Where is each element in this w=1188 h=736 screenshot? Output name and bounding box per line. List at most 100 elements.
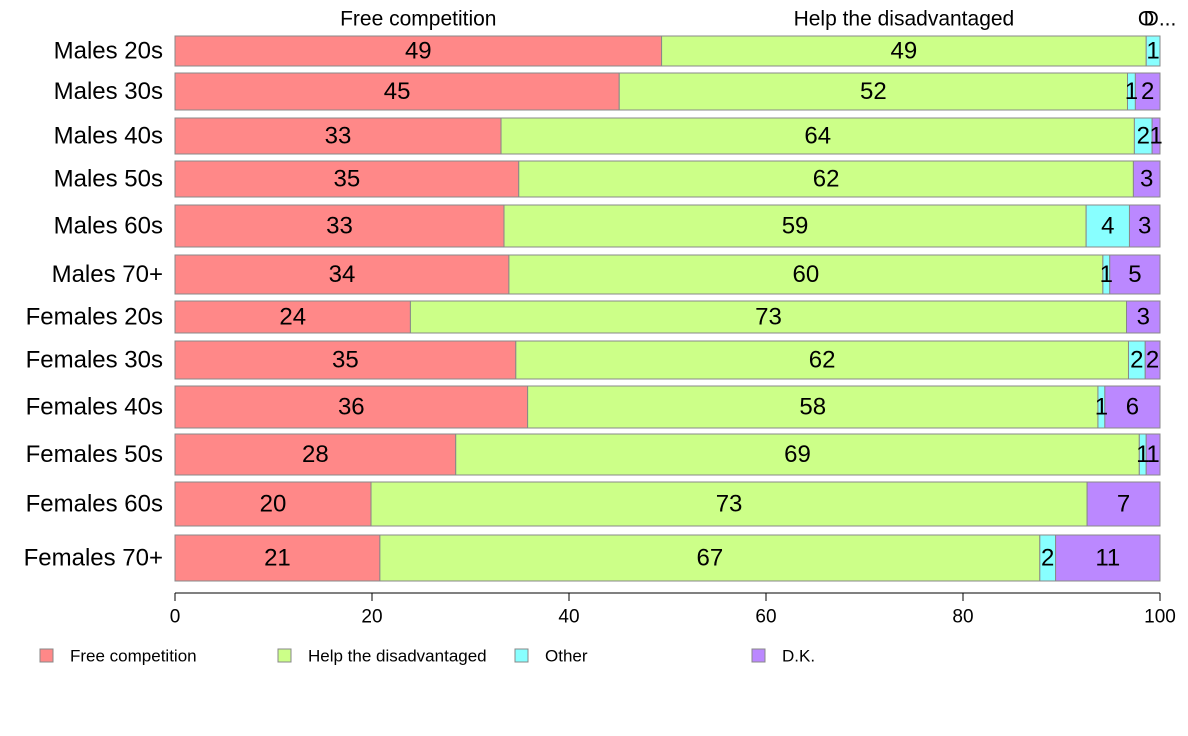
top-labels: Free competition Help the disadvantaged OD… <box>340 8 1176 31</box>
category-label: Females 60s <box>26 491 163 518</box>
data-label: 6 <box>1126 394 1139 421</box>
bar-segment <box>508 254 1104 295</box>
bar-segment <box>1145 35 1161 67</box>
data-label: 2 <box>1130 347 1143 374</box>
bar-segment <box>1128 204 1161 248</box>
data-label: 28 <box>302 441 329 468</box>
bar-segment <box>370 481 1088 527</box>
legend-label: Free competition <box>70 647 197 666</box>
data-label: 1 <box>1146 441 1159 468</box>
bar-segment <box>661 35 1147 67</box>
category-labels: Males 20s Males 30s Males 40s Males 50s Male… <box>24 38 163 572</box>
x-tick-label: 40 <box>558 607 579 628</box>
bar-segment <box>1085 204 1130 248</box>
data-label: 45 <box>384 78 411 105</box>
bar-segment <box>1104 385 1161 429</box>
bar-segment <box>618 72 1128 111</box>
top-series-label: Free competition <box>340 8 496 31</box>
data-label: 2 <box>1041 545 1054 572</box>
data-label: 52 <box>860 78 887 105</box>
bar-segment <box>1132 160 1161 198</box>
data-label: 59 <box>782 213 809 240</box>
legend-swatch <box>39 648 54 663</box>
data-label: 36 <box>338 394 365 421</box>
top-series-label: D... <box>1144 8 1177 31</box>
bar-segment <box>455 433 1140 476</box>
data-label: 20 <box>260 491 287 518</box>
category-label: Males 20s <box>54 38 163 65</box>
data-label: 67 <box>697 545 724 572</box>
data-label: 62 <box>809 347 836 374</box>
bar-segment <box>1145 433 1161 476</box>
data-label: 7 <box>1117 491 1130 518</box>
category-label: Females 20s <box>26 304 163 331</box>
data-label: 33 <box>326 213 353 240</box>
category-label: Females 50s <box>26 441 163 468</box>
data-label: 35 <box>334 166 361 193</box>
bar-segment <box>1134 72 1161 111</box>
bar-segment <box>174 72 620 111</box>
data-label: 64 <box>804 123 831 150</box>
bar-segment <box>379 534 1041 582</box>
legend-swatch <box>514 648 529 663</box>
bar-segment <box>1151 117 1161 155</box>
data-label: 34 <box>329 261 356 288</box>
data-label: 33 <box>325 123 352 150</box>
data-label: 11 <box>1095 545 1120 572</box>
data-label: 2 <box>1146 347 1159 374</box>
bar-segment <box>174 117 502 155</box>
bar-segment <box>1086 481 1161 527</box>
data-label: 3 <box>1137 304 1150 331</box>
category-label: Females 30s <box>26 347 163 374</box>
bar-segment <box>174 254 510 295</box>
bar-segment <box>174 300 411 334</box>
bar-segment <box>503 204 1087 248</box>
data-label: 5 <box>1128 261 1141 288</box>
legend-label: Other <box>545 647 588 666</box>
category-label: Males 50s <box>54 166 163 193</box>
bar-segment <box>1144 340 1161 380</box>
legend-swatch <box>751 648 766 663</box>
bar-segment <box>500 117 1135 155</box>
data-label: 69 <box>784 441 811 468</box>
bar-segment <box>409 300 1128 334</box>
bar-segment <box>1126 300 1161 334</box>
legend-swatch <box>277 648 292 663</box>
data-label: 3 <box>1138 213 1151 240</box>
category-label: Females 40s <box>26 394 163 421</box>
data-label: 24 <box>279 304 306 331</box>
data-label: 1 <box>1146 38 1159 65</box>
data-label: 1 <box>1125 78 1138 105</box>
bar-segment <box>518 160 1134 198</box>
x-tick-label: 0 <box>170 607 181 628</box>
x-tick-label: 100 <box>1144 607 1176 628</box>
top-series-label: O <box>1138 8 1154 31</box>
category-label: Males 40s <box>54 123 163 150</box>
data-label: 1 <box>1095 394 1108 421</box>
bar-segment <box>174 433 457 476</box>
data-label: 2 <box>1137 123 1150 150</box>
bar-labels: 49 49 145 52 1 233 64 2 135 62 333 59 4 334 60 1 524 73 33… <box>260 38 1163 572</box>
data-label: 1 <box>1136 441 1149 468</box>
data-label: 49 <box>891 38 918 65</box>
x-tick-label: 60 <box>755 607 776 628</box>
data-label: 1 <box>1100 261 1113 288</box>
legend-label: Help the disadvantaged <box>308 647 487 666</box>
category-label: Males 60s <box>54 213 163 240</box>
bar-segment <box>174 385 529 429</box>
bar-segment <box>527 385 1099 429</box>
bar-segment <box>1109 254 1161 295</box>
data-label: 49 <box>405 38 432 65</box>
data-label: 3 <box>1140 166 1153 193</box>
data-label: 73 <box>716 491 743 518</box>
data-label: 1 <box>1149 123 1162 150</box>
bars <box>174 35 1161 582</box>
data-label: 4 <box>1101 213 1114 240</box>
legend: Free competition Help the disadvantaged Ot… <box>39 647 815 666</box>
x-tick-label: 20 <box>361 607 382 628</box>
category-label: Females 70+ <box>24 545 163 572</box>
x-axis: 0 20 40 60 80 100 <box>170 592 1176 628</box>
data-label: 62 <box>813 166 840 193</box>
data-label: 60 <box>793 261 820 288</box>
